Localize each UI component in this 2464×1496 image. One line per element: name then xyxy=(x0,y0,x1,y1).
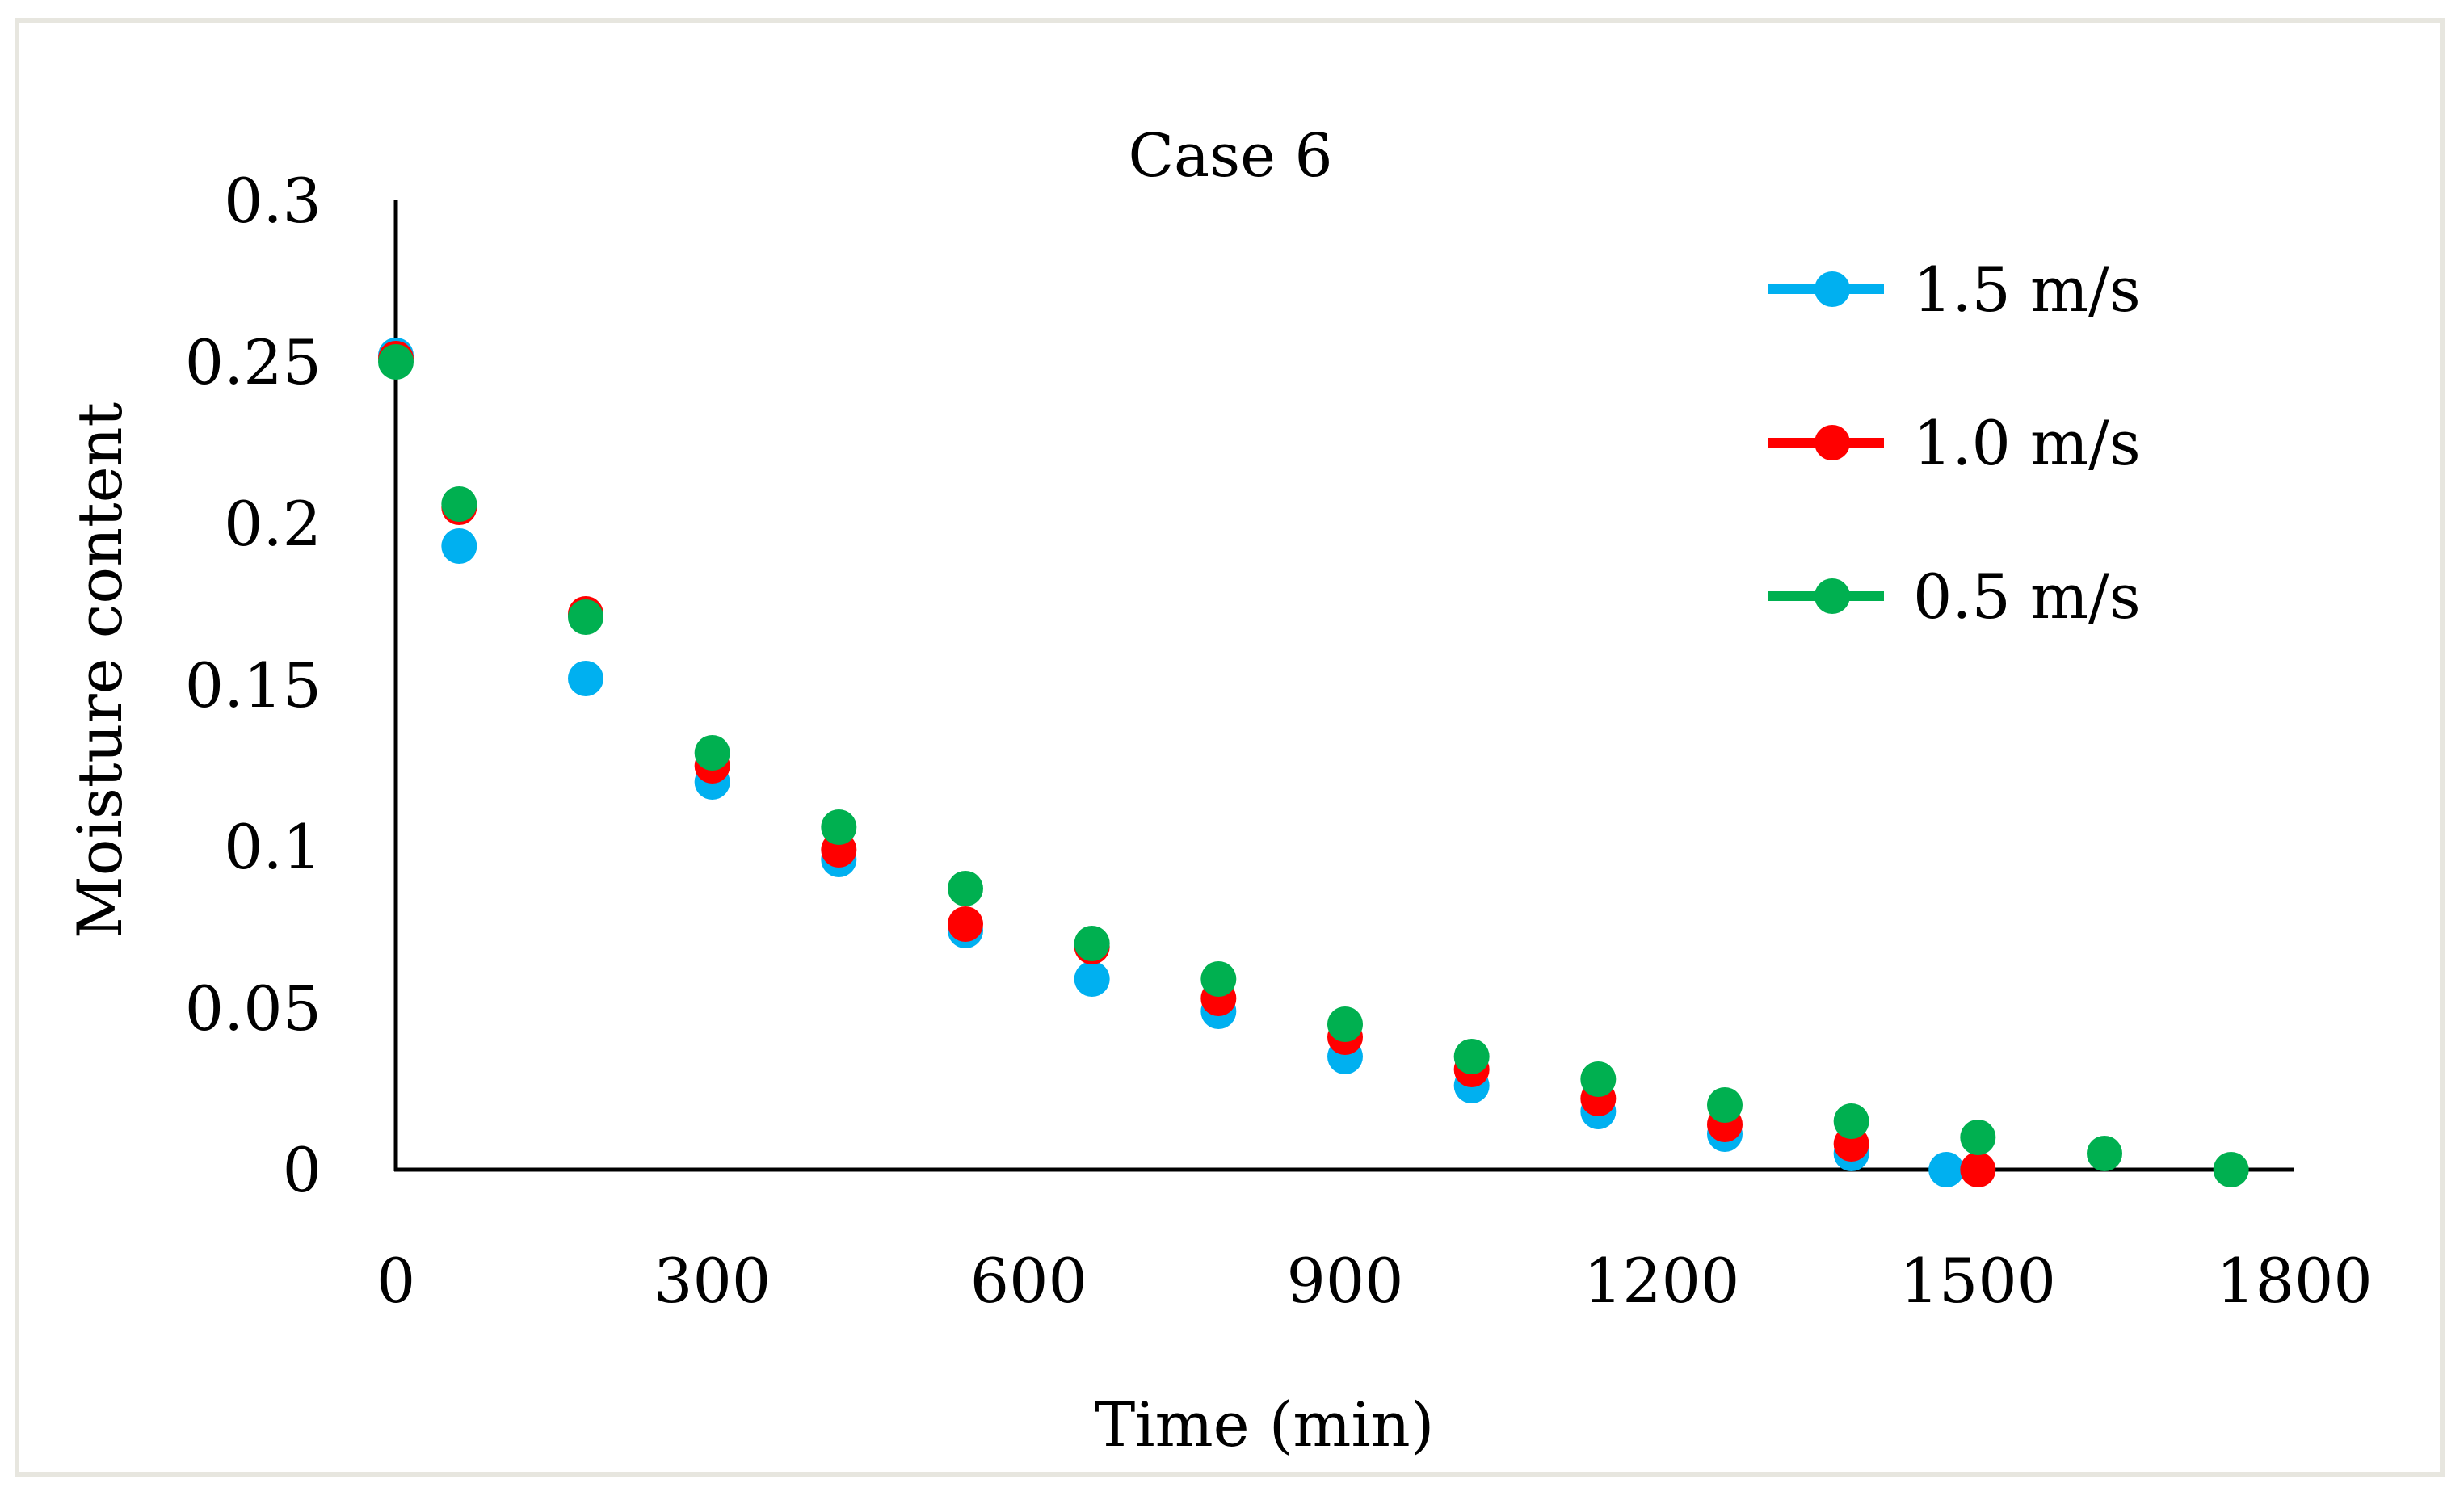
legend-label: 1.0 m/s xyxy=(1913,407,2141,479)
chart-title: Case 6 xyxy=(1128,121,1332,191)
tick-labels: 0 300 600 900 1200 1500 1800 0 0.05 0.1 0.15 0.2 0.2… xyxy=(185,165,2373,1317)
legend-item: 0.5 m/s xyxy=(1768,561,2141,632)
data-point xyxy=(378,344,414,380)
data-point xyxy=(1074,926,1110,961)
y-tick-label: 0.1 xyxy=(224,811,322,883)
legend-marker xyxy=(1814,578,1850,614)
legend-label: 0.5 m/s xyxy=(1913,561,2141,632)
y-axis-label: Moisture content xyxy=(64,402,136,939)
y-tick-label: 0 xyxy=(283,1134,322,1206)
chart-frame xyxy=(15,18,2445,1477)
x-tick-label: 1200 xyxy=(1583,1245,1739,1317)
x-tick-label: 0 xyxy=(376,1245,415,1317)
data-point xyxy=(1074,961,1110,997)
data-point xyxy=(1327,1006,1363,1042)
y-tick-label: 0.05 xyxy=(185,973,322,1044)
y-tick-label: 0.3 xyxy=(224,165,322,237)
y-tick-label: 0.25 xyxy=(185,326,322,398)
data-point xyxy=(948,871,983,906)
data-point xyxy=(1960,1152,1996,1187)
data-point xyxy=(2213,1152,2249,1187)
x-tick-label: 900 xyxy=(1286,1245,1403,1317)
data-point xyxy=(1707,1087,1743,1123)
data-point xyxy=(1928,1152,1965,1187)
data-point xyxy=(2087,1136,2122,1171)
data-point xyxy=(1833,1103,1869,1139)
x-axis-label: Time (min) xyxy=(1095,1389,1435,1460)
x-tick-label: 600 xyxy=(970,1245,1087,1317)
x-tick-label: 1500 xyxy=(1900,1245,2056,1317)
legend-marker xyxy=(1814,425,1850,460)
data-point xyxy=(1960,1120,1996,1155)
legend-item: 1.0 m/s xyxy=(1768,407,2141,479)
data-point xyxy=(948,906,983,942)
data-point xyxy=(441,528,477,564)
data-point xyxy=(694,735,730,771)
data-point xyxy=(568,599,603,635)
data-point xyxy=(821,809,857,845)
y-tick-label: 0.15 xyxy=(185,649,322,721)
legend-marker xyxy=(1814,271,1850,307)
data-points xyxy=(378,338,2249,1187)
x-tick-label: 1800 xyxy=(2216,1245,2372,1317)
series-1-5-m-s xyxy=(378,338,1965,1187)
data-point xyxy=(1453,1039,1490,1074)
series-1-0-m-s xyxy=(378,341,1996,1187)
legend-label: 1.5 m/s xyxy=(1913,254,2141,326)
x-tick-label: 300 xyxy=(654,1245,771,1317)
data-point xyxy=(441,486,477,522)
y-tick-label: 0.2 xyxy=(224,488,322,560)
data-point xyxy=(568,661,603,696)
legend: 1.5 m/s 1.0 m/s 0.5 m/s xyxy=(1768,254,2141,632)
series-0-5-m-s xyxy=(378,344,2249,1187)
data-point xyxy=(1200,961,1237,997)
data-point xyxy=(1580,1061,1617,1097)
legend-item: 1.5 m/s xyxy=(1768,254,2141,326)
